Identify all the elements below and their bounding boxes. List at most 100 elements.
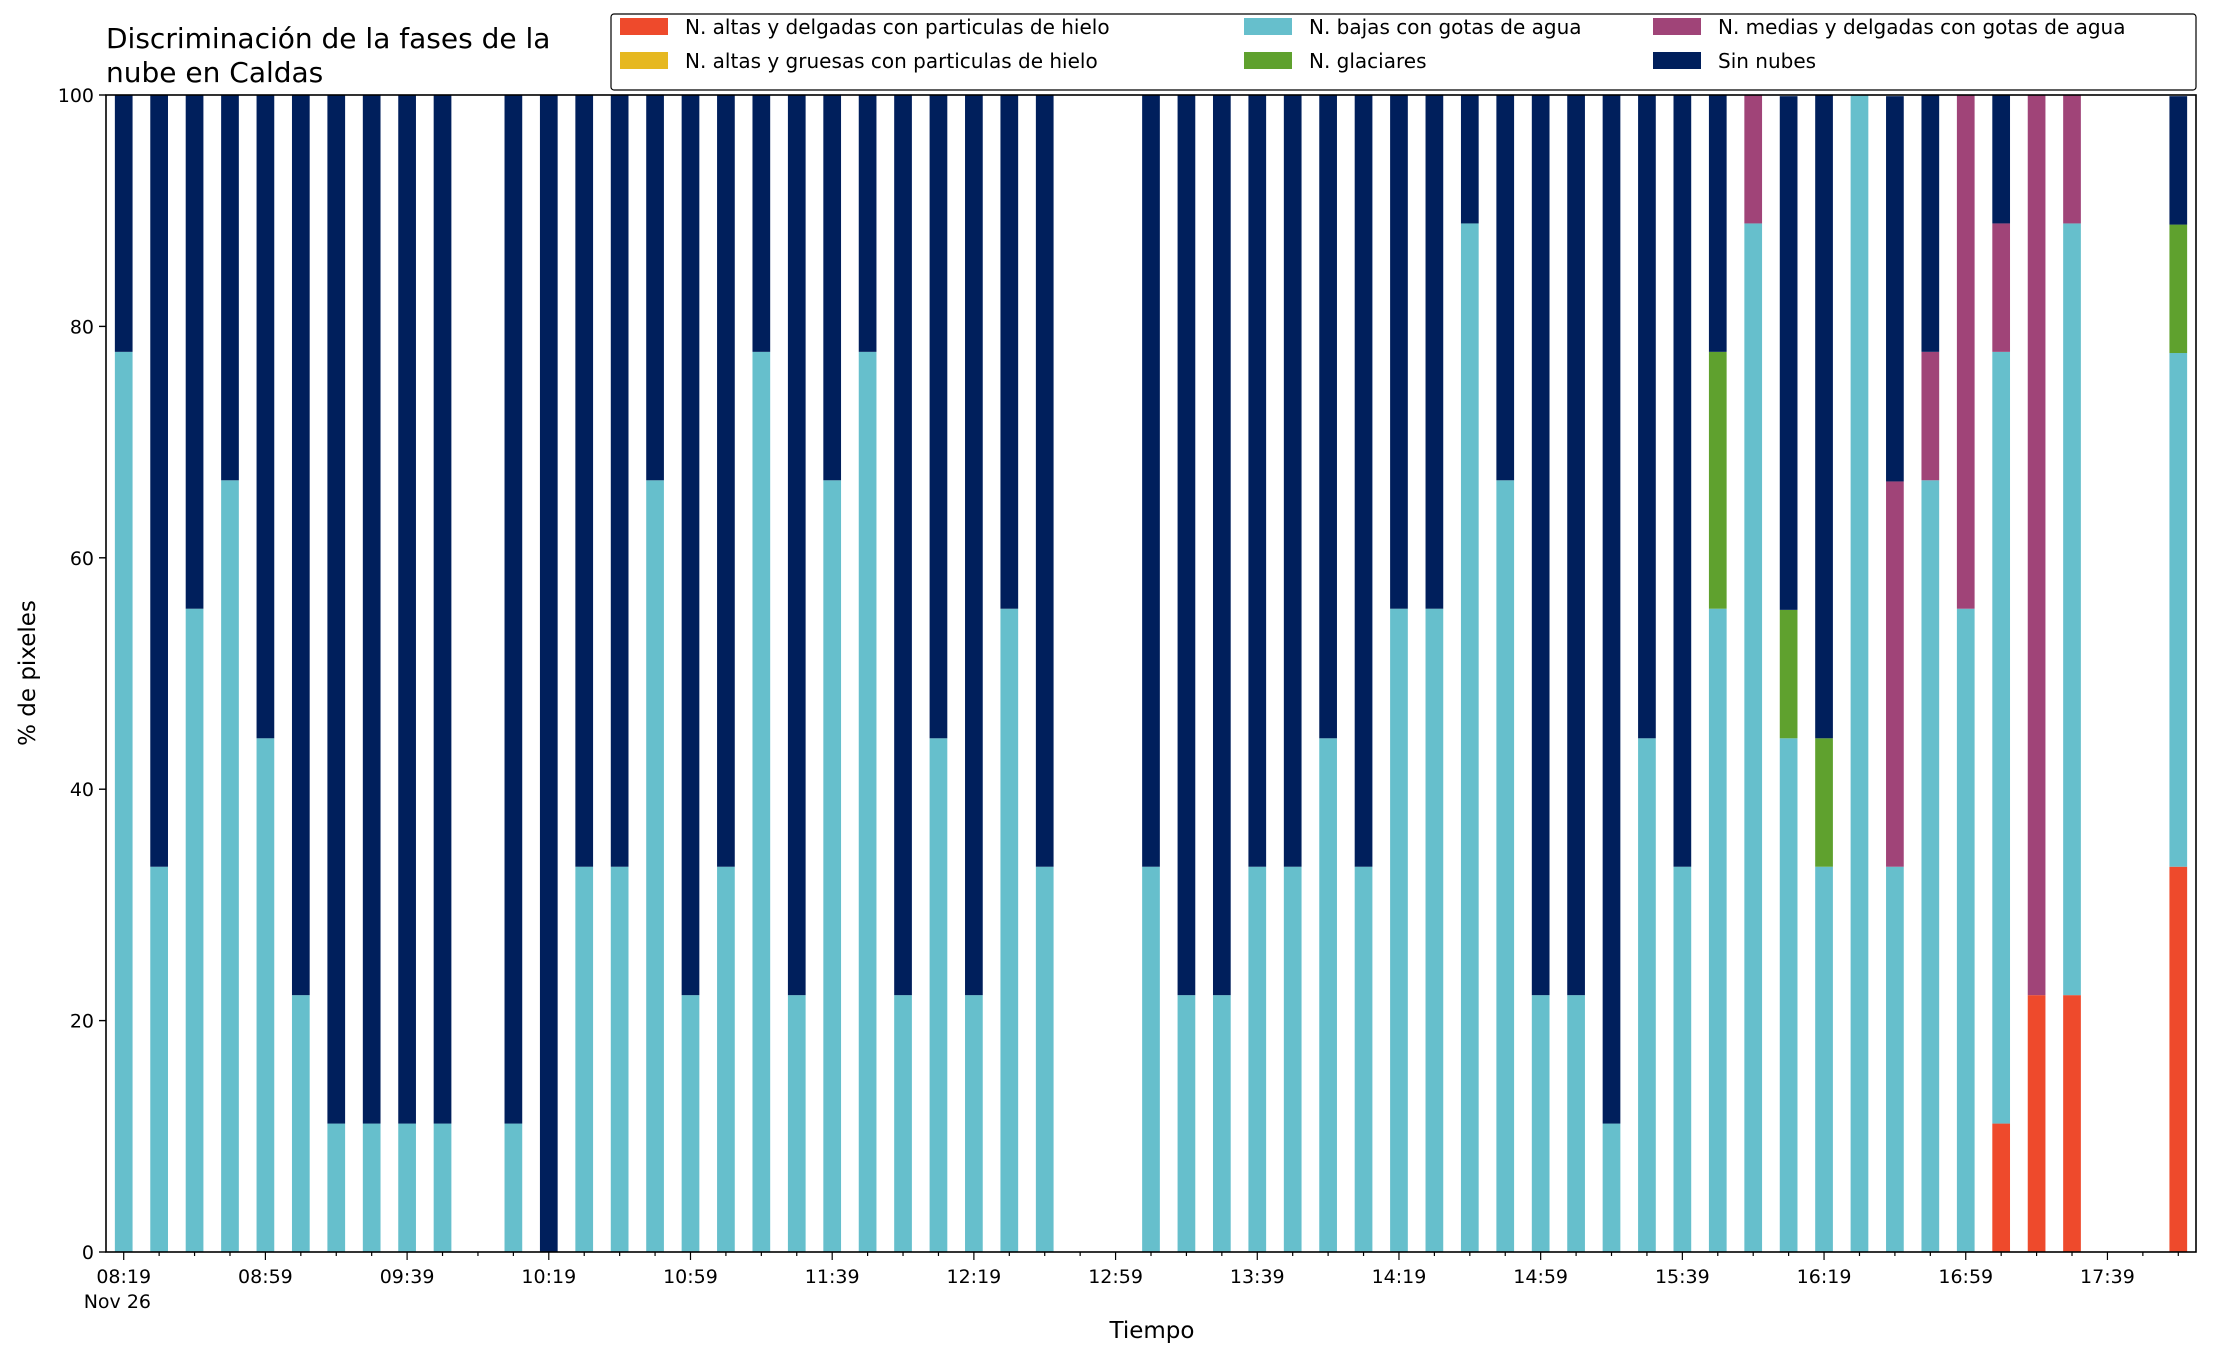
bar-segment-43-series-2 xyxy=(1638,738,1656,1252)
bar-segment-51-series-4 xyxy=(1921,351,1940,481)
bar-segment-14-series-2 xyxy=(610,866,629,1252)
x-tick-label: 12:59 xyxy=(1088,1266,1143,1288)
bar-segment-41-series-5 xyxy=(1567,95,1585,996)
y-tick-label: 0 xyxy=(82,1242,94,1264)
bar-segment-54-series-0 xyxy=(2027,995,2046,1252)
bar-segment-6-series-5 xyxy=(327,95,346,1124)
x-tick-label: 09:39 xyxy=(380,1266,435,1288)
bar-segment-14-series-5 xyxy=(610,95,629,867)
legend-label: N. glaciares xyxy=(1309,49,1427,73)
bar-segment-31-series-5 xyxy=(1212,95,1231,996)
y-tick-label: 80 xyxy=(70,316,94,338)
bar-segment-8-series-2 xyxy=(398,1123,416,1252)
x-tick-label: 08:59 xyxy=(238,1266,293,1288)
bar-segment-53-series-4 xyxy=(1992,223,2011,352)
bar-segment-21-series-2 xyxy=(858,351,877,1253)
bar-segment-11-series-2 xyxy=(504,1123,523,1252)
bar-segment-9-series-5 xyxy=(433,95,452,1124)
x-axis: 08:19 08:59 09:39 10:19 10:59 11:39 12:19 12:59… xyxy=(84,1252,2179,1313)
x-tick-label: 11:39 xyxy=(805,1266,860,1288)
bar-segment-20-series-5 xyxy=(823,95,842,481)
bar-segment-15-series-5 xyxy=(646,95,664,481)
bar-segment-15-series-2 xyxy=(646,480,664,1252)
bar-segment-52-series-4 xyxy=(1956,95,1975,609)
bar-segment-21-series-5 xyxy=(858,95,877,352)
bar-segment-32-series-5 xyxy=(1248,95,1267,867)
y-tick-label: 20 xyxy=(70,1011,94,1033)
bar-segment-39-series-2 xyxy=(1496,480,1515,1252)
x-tick-label: 16:59 xyxy=(1938,1266,1993,1288)
bar-segment-45-series-5 xyxy=(1708,95,1727,352)
bar-segment-31-series-2 xyxy=(1212,995,1231,1252)
x-tick-label: 14:59 xyxy=(1513,1266,1568,1288)
x-tick-label: 10:59 xyxy=(663,1266,718,1288)
bar-segment-33-series-5 xyxy=(1283,95,1302,867)
bar-segment-16-series-5 xyxy=(681,95,700,996)
bar-segment-50-series-2 xyxy=(1886,866,1904,1252)
legend-swatch xyxy=(1653,18,1701,35)
bar-segment-24-series-5 xyxy=(965,95,983,996)
bar-segment-25-series-2 xyxy=(1000,608,1019,1252)
bar-segment-8-series-5 xyxy=(398,95,416,1124)
bar-segment-44-series-5 xyxy=(1673,95,1692,867)
bar-segment-9-series-2 xyxy=(433,1123,452,1252)
y-tick-label: 100 xyxy=(58,85,94,107)
bar-segment-55-series-2 xyxy=(2063,223,2081,996)
bar-segment-58-series-5 xyxy=(2169,96,2188,225)
bar-segment-53-series-0 xyxy=(1992,1123,2011,1252)
bar-segment-18-series-5 xyxy=(752,95,771,352)
legend-swatch xyxy=(1653,52,1701,69)
bar-segment-41-series-2 xyxy=(1567,995,1585,1252)
bar-segment-39-series-5 xyxy=(1496,95,1515,481)
x-tick-label: 12:19 xyxy=(946,1266,1001,1288)
bar-segment-46-series-4 xyxy=(1744,95,1763,224)
legend-box xyxy=(610,13,2197,91)
chart-title: Discriminación de la fases de la nube en … xyxy=(106,22,550,89)
bar-segment-38-series-5 xyxy=(1460,95,1479,224)
bar-segment-30-series-2 xyxy=(1177,995,1196,1252)
bar-segment-34-series-2 xyxy=(1319,738,1337,1252)
bar-segment-52-series-2 xyxy=(1956,608,1975,1252)
legend-swatch xyxy=(1244,52,1292,69)
bar-segment-53-series-5 xyxy=(1992,95,2011,224)
bar-segment-22-series-2 xyxy=(894,995,912,1252)
bar-segment-17-series-2 xyxy=(717,866,735,1252)
x-tick-label: 08:19 xyxy=(96,1266,151,1288)
y-tick-label: 60 xyxy=(70,548,94,570)
bar-segment-4-series-5 xyxy=(256,95,275,739)
bar-segment-35-series-5 xyxy=(1354,95,1373,867)
bar-segment-45-series-3 xyxy=(1708,351,1727,609)
bar-segment-36-series-5 xyxy=(1390,95,1408,609)
x-tick-label: 15:39 xyxy=(1655,1266,1710,1288)
bar-segment-29-series-2 xyxy=(1142,866,1160,1252)
bar-segment-30-series-5 xyxy=(1177,95,1196,996)
bar-segment-58-series-3 xyxy=(2169,224,2188,354)
bar-segment-54-series-4 xyxy=(2027,95,2046,996)
bar-segment-37-series-5 xyxy=(1425,95,1444,609)
bar-segment-47-series-2 xyxy=(1779,738,1798,1252)
legend-label: Sin nubes xyxy=(1718,49,1816,73)
bar-segment-13-series-2 xyxy=(575,866,594,1252)
bar-segment-29-series-5 xyxy=(1142,95,1160,867)
bar-segment-20-series-2 xyxy=(823,480,842,1252)
bar-segment-46-series-2 xyxy=(1744,223,1763,1253)
bar-segment-7-series-5 xyxy=(362,95,381,1124)
bar-segment-47-series-5 xyxy=(1779,96,1798,610)
y-tick-label: 40 xyxy=(70,779,94,801)
legend-label: N. altas y delgadas con particulas de hi… xyxy=(685,15,1110,39)
bar-segment-19-series-5 xyxy=(787,95,806,996)
y-axis: 0 20 40 60 80 100 xyxy=(58,85,106,1264)
bar-segment-36-series-2 xyxy=(1390,608,1408,1252)
bar-segment-51-series-5 xyxy=(1921,95,1940,352)
bar-segment-26-series-5 xyxy=(1035,95,1054,867)
bar-segment-44-series-2 xyxy=(1673,866,1692,1252)
x-tick-label: 13:39 xyxy=(1230,1266,1285,1288)
bar-segment-42-series-5 xyxy=(1602,95,1621,1124)
x-axis-label: Tiempo xyxy=(1109,1318,1195,1344)
x-tick-label: 16:19 xyxy=(1797,1266,1852,1288)
bar-segment-48-series-3 xyxy=(1815,738,1833,867)
bar-segment-58-series-2 xyxy=(2169,353,2188,867)
bar-segment-43-series-5 xyxy=(1638,95,1656,739)
